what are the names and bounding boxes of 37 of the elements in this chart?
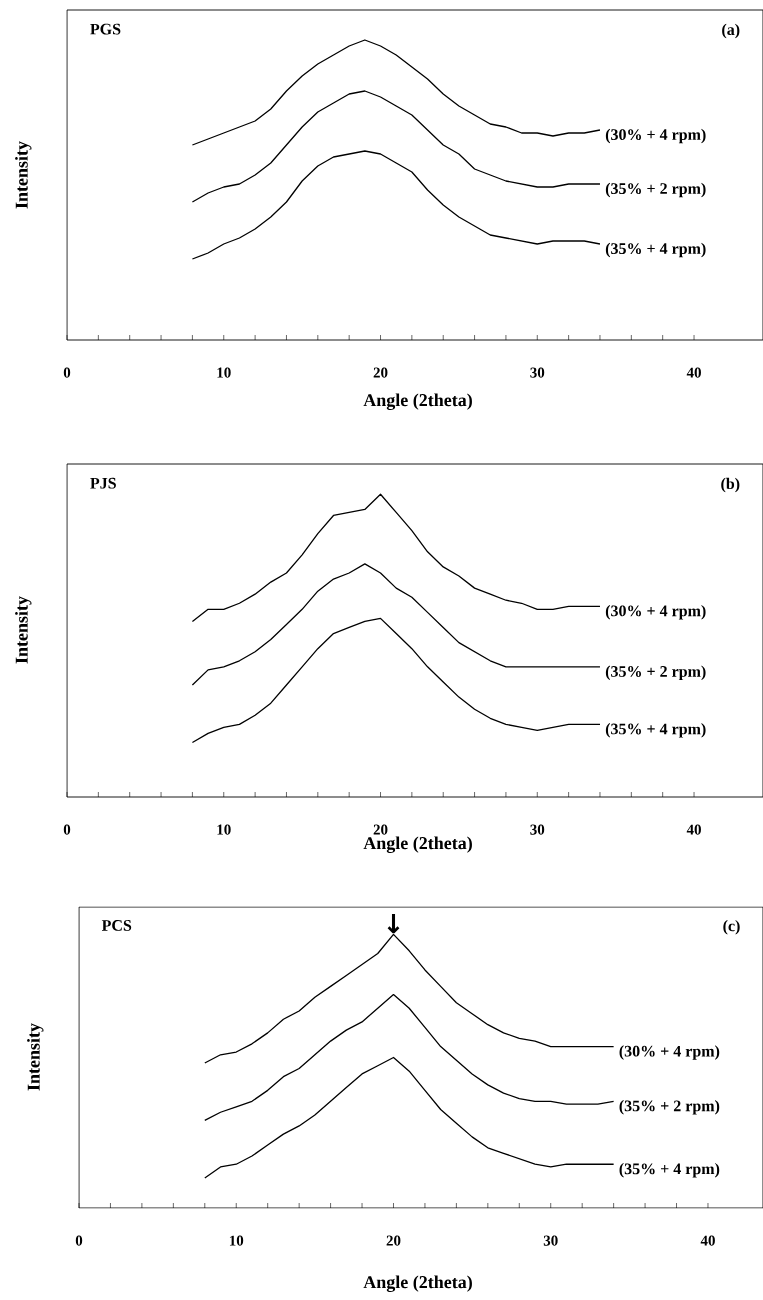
x-axis-title: Angle (2theta) bbox=[363, 836, 472, 853]
series-label: (30% + 4 rpm) bbox=[605, 605, 706, 620]
series-label: (35% + 2 rpm) bbox=[605, 665, 706, 681]
series-label: (30% + 4 rpm) bbox=[605, 128, 706, 144]
x-tick-label: 0 bbox=[63, 824, 71, 835]
x-tick-label: 10 bbox=[229, 1235, 244, 1246]
y-axis-title: Intensity bbox=[15, 141, 32, 209]
series-label: (35% + 4 rpm) bbox=[619, 1162, 720, 1178]
x-tick-label: 40 bbox=[700, 1235, 715, 1246]
series-label: (30% + 4 rpm) bbox=[619, 1045, 720, 1060]
x-tick-label: 20 bbox=[373, 367, 388, 378]
series-label: (35% + 4 rpm) bbox=[605, 723, 706, 738]
x-tick-label: 30 bbox=[530, 824, 545, 835]
x-tick-label: 0 bbox=[63, 367, 71, 378]
chart-title: PJS bbox=[90, 477, 116, 489]
series-label: (35% + 4 rpm) bbox=[605, 242, 706, 258]
chart-title: PCS bbox=[101, 920, 132, 931]
annotation: (c) bbox=[723, 920, 740, 935]
x-axis-title: Angle (2theta) bbox=[363, 393, 472, 410]
annotation: ↓ bbox=[387, 914, 400, 934]
x-tick-label: 30 bbox=[530, 367, 545, 378]
series-label: (35% + 2 rpm) bbox=[605, 182, 706, 198]
x-axis-title: Angle (2theta) bbox=[363, 1275, 472, 1293]
x-tick-label: 10 bbox=[217, 367, 231, 378]
series-label: (35% + 2 rpm) bbox=[619, 1100, 720, 1115]
x-tick-label: 30 bbox=[543, 1235, 558, 1246]
x-tick-label: 20 bbox=[386, 1235, 401, 1246]
x-tick-label: 40 bbox=[686, 367, 701, 378]
x-tick-label: 10 bbox=[217, 824, 231, 835]
text: (a) bbox=[722, 23, 740, 39]
y-axis-title: Intensity bbox=[27, 1023, 44, 1091]
x-tick-label: 0 bbox=[75, 1235, 83, 1246]
text: (b) bbox=[721, 477, 740, 493]
x-tick-label: 40 bbox=[686, 824, 701, 835]
y-axis-title: Intensity bbox=[15, 596, 32, 664]
x-tick-label: 20 bbox=[373, 824, 388, 835]
chart-title: PGS bbox=[90, 23, 121, 35]
